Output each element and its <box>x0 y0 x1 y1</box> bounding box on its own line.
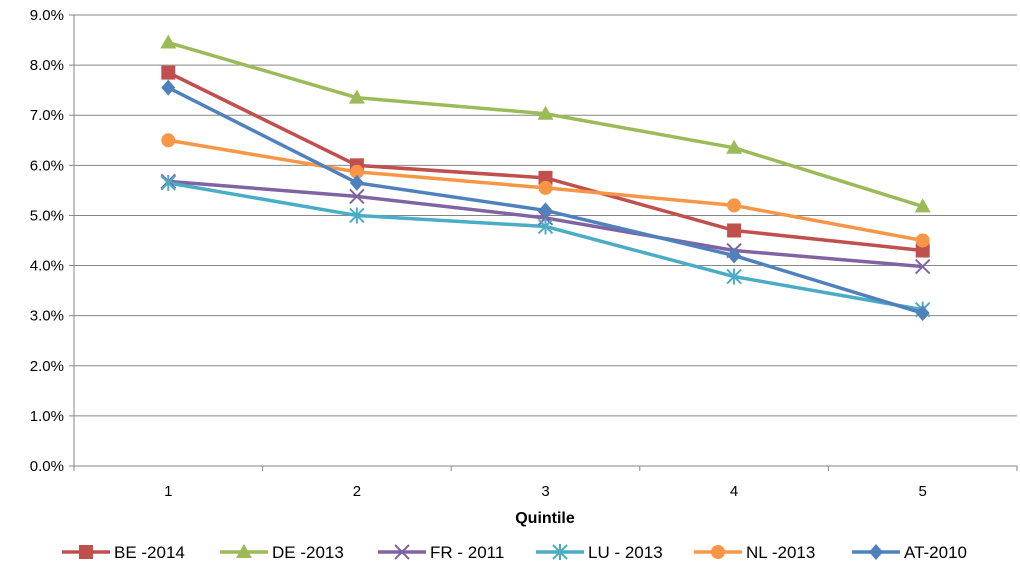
data-point <box>161 65 176 80</box>
data-point <box>348 89 365 104</box>
data-point <box>160 34 177 49</box>
gridlines <box>74 14 1017 467</box>
series-markers <box>160 34 931 322</box>
data-point <box>349 207 365 224</box>
y-tick-label: 2.0% <box>30 358 64 375</box>
data-point <box>726 139 743 154</box>
x-axis-title: Quintile <box>515 510 575 527</box>
data-point <box>915 233 930 248</box>
legend-item[interactable]: AT-2010 <box>852 543 967 562</box>
data-point <box>349 188 365 205</box>
legend-label: NL -2013 <box>746 543 815 562</box>
legend-item[interactable]: DE -2013 <box>220 543 344 562</box>
legend-item[interactable]: NL -2013 <box>694 543 815 562</box>
data-point <box>161 79 176 96</box>
y-tick-label: 9.0% <box>30 7 64 24</box>
axes: 0.0% 1.0% 2.0% 3.0% 4.0% 5.0% 6.0% 7.0% 8.0% 9.0%… <box>30 7 1018 500</box>
series-line <box>168 181 924 312</box>
legend-marker-swatch <box>711 545 725 559</box>
legend-marker-swatch <box>394 544 410 560</box>
y-tick-label: 6.0% <box>30 157 64 174</box>
legend[interactable]: BE -2014 DE -2013 FR - 2011 LU - 2013 NL -20… <box>62 543 967 562</box>
y-tick-label: 1.0% <box>30 408 64 425</box>
data-point <box>538 180 553 195</box>
x-tick-label: 2 <box>353 483 361 500</box>
y-tick-label: 7.0% <box>30 107 64 124</box>
legend-item[interactable]: BE -2014 <box>62 543 185 562</box>
data-point <box>538 202 553 219</box>
legend-marker-swatch <box>79 545 93 559</box>
data-point <box>727 223 742 238</box>
data-point <box>727 198 742 213</box>
data-point <box>914 198 931 213</box>
x-tick-label: 3 <box>541 483 549 500</box>
legend-marker-swatch <box>552 544 568 560</box>
legend-label: AT-2010 <box>904 543 967 562</box>
data-point <box>160 174 177 191</box>
legend-label: FR - 2011 <box>430 543 504 562</box>
legend-label: DE -2013 <box>272 543 344 562</box>
data-point <box>537 218 554 235</box>
x-tick-label: 4 <box>730 483 738 500</box>
y-tick-label: 8.0% <box>30 57 64 74</box>
data-point <box>914 258 931 275</box>
x-tick-label: 5 <box>919 483 927 500</box>
legend-item[interactable]: FR - 2011 <box>378 543 504 562</box>
y-tick-label: 3.0% <box>30 308 64 325</box>
data-point <box>727 247 742 264</box>
y-tick-label: 0.0% <box>30 458 64 475</box>
data-point <box>915 305 930 322</box>
data-point <box>915 243 930 258</box>
legend-label: BE -2014 <box>114 543 185 562</box>
legend-label: LU - 2013 <box>588 543 663 562</box>
data-point <box>349 164 364 179</box>
legend-marker-swatch <box>869 544 883 560</box>
data-point <box>726 268 742 285</box>
x-tick-label: 1 <box>164 483 172 500</box>
data-point <box>538 170 553 185</box>
y-tick-label: 5.0% <box>30 207 64 224</box>
data-point <box>537 105 554 120</box>
data-point <box>161 133 176 148</box>
data-point <box>349 174 364 191</box>
legend-marker-swatch <box>236 544 252 558</box>
legend-item[interactable]: LU - 2013 <box>536 543 663 562</box>
y-tick-label: 4.0% <box>30 258 64 275</box>
series-line <box>167 86 924 315</box>
